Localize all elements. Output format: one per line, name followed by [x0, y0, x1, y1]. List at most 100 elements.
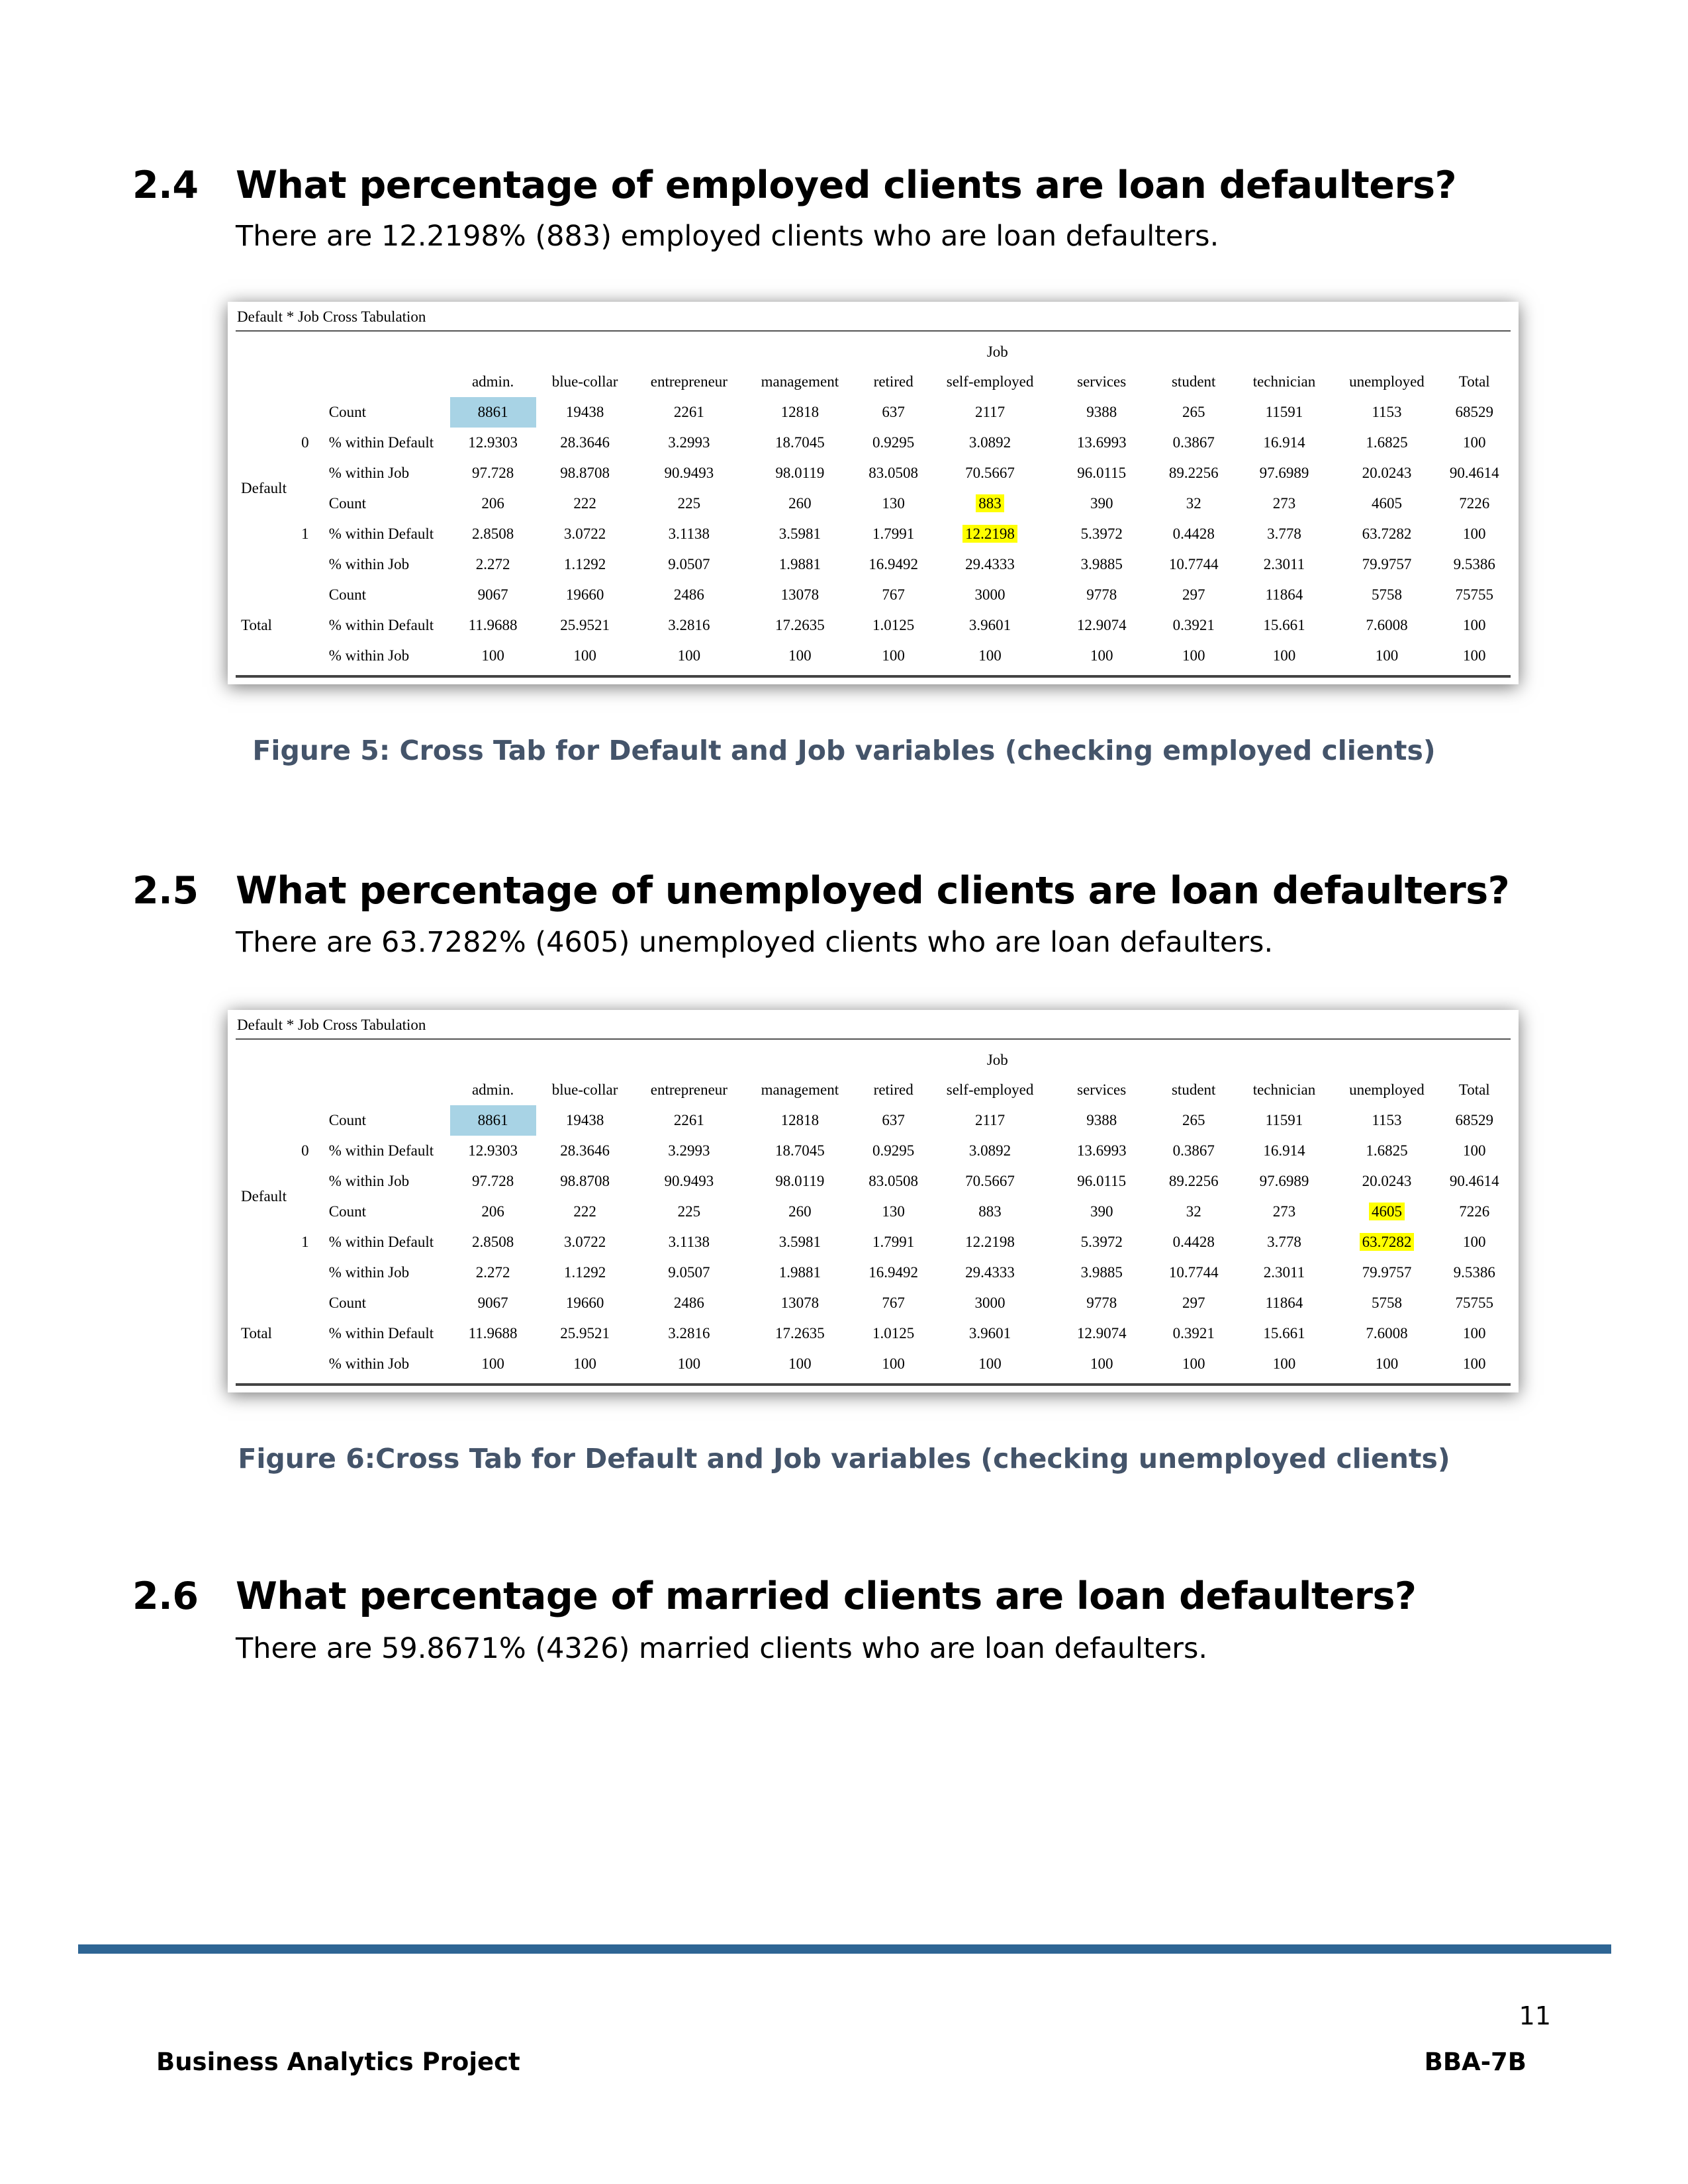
table-cell: 3.5981	[744, 519, 856, 549]
table-cell: 1.6825	[1335, 1136, 1438, 1166]
table-cell: 68529	[1438, 1105, 1511, 1136]
cell-value: 3.0722	[563, 525, 606, 542]
column-header: admin.	[471, 1081, 514, 1098]
table-cell: 273	[1233, 1197, 1335, 1227]
cell-value: 79.9757	[1362, 1264, 1412, 1281]
table-cell: 16.914	[1233, 1136, 1335, 1166]
table-cell: 100	[1438, 641, 1511, 671]
cell-value: 100	[481, 647, 504, 664]
column-header: unemployed	[1349, 1081, 1425, 1098]
cell-value: 16.9492	[868, 1264, 919, 1281]
cell-value: 12818	[780, 1112, 820, 1128]
table-cell: 12818	[744, 397, 856, 428]
cell-value: 16.914	[1263, 434, 1305, 451]
table-cell: 3.0892	[931, 1136, 1049, 1166]
table-cell: 3.0722	[536, 1227, 634, 1257]
table-cell: 2486	[634, 1288, 744, 1318]
cell-value: 1.0125	[872, 617, 915, 633]
default-level-label: 0	[301, 434, 309, 451]
cell-value: 100	[1090, 1355, 1113, 1372]
table-cell: 100	[1438, 1136, 1511, 1166]
table-cell: 97.6989	[1233, 458, 1335, 488]
cell-value: 3.9885	[1080, 556, 1123, 572]
default-level-label: 1	[301, 525, 309, 542]
table-cell: 7226	[1438, 488, 1511, 519]
statistic-label: Count	[328, 586, 366, 603]
cell-value: 11864	[1265, 1295, 1303, 1311]
statistic-label: % within Default	[328, 1234, 434, 1250]
table-cell: 3.9601	[931, 1318, 1049, 1349]
table-cell: 13.6993	[1049, 1136, 1154, 1166]
table-cell: 2.272	[450, 549, 536, 580]
highlighted-value: 63.7282	[1359, 1233, 1415, 1251]
table-cell: 206	[450, 1197, 536, 1227]
cell-value: 19660	[565, 1295, 604, 1311]
table-cell: 9.5386	[1438, 549, 1511, 580]
cell-value: 70.5667	[965, 465, 1015, 481]
table-cell: 3.1138	[634, 519, 744, 549]
cell-value: 2.3011	[1263, 1264, 1305, 1281]
table-cell: 98.8708	[536, 458, 634, 488]
section-heading-2-5: 2.5 What percentage of unemployed clients…	[132, 869, 1510, 913]
table-cell: 16.9492	[856, 1257, 931, 1288]
cell-value: 206	[481, 1203, 504, 1220]
footer-class-code: BBA-7B	[1424, 2048, 1526, 2076]
cell-value: 15.661	[1263, 617, 1305, 633]
table-cell: 1153	[1335, 397, 1438, 428]
table-cell: 2.272	[450, 1257, 536, 1288]
table-cell: 100	[1438, 610, 1511, 641]
cell-value: 98.0119	[775, 465, 825, 481]
statistic-label: % within Job	[328, 556, 410, 572]
table-cell: 9778	[1049, 1288, 1154, 1318]
title-divider	[236, 1038, 1511, 1040]
cell-value: 100	[1375, 1355, 1399, 1372]
column-header: student	[1171, 1081, 1216, 1098]
section-number: 2.6	[132, 1574, 199, 1618]
table-cell: 1.1292	[536, 1257, 634, 1288]
cell-value: 20.0243	[1362, 1173, 1412, 1189]
cell-value: 883	[978, 1203, 1002, 1220]
table-row: % within Job 100 100 100 100 100 100 100 100 100 1…	[236, 1349, 1511, 1379]
column-header: entrepreneur	[650, 373, 727, 390]
table-cell: 2.8508	[450, 1227, 536, 1257]
table-cell: 90.9493	[634, 458, 744, 488]
crosstab-title: Default * Job Cross Tabulation	[237, 1017, 426, 1033]
cell-value: 97.6989	[1259, 465, 1309, 481]
cell-value: 20.0243	[1362, 465, 1412, 481]
table-cell: 883	[931, 1197, 1049, 1227]
table-cell: 11.9688	[450, 1318, 536, 1349]
cell-value: 75755	[1455, 586, 1493, 603]
cell-value: 3.0892	[968, 1142, 1011, 1159]
table-cell: 0.3921	[1154, 610, 1233, 641]
table-cell: 16.9492	[856, 549, 931, 580]
section-question: What percentage of unemployed clients ar…	[236, 869, 1510, 913]
table-cell: 2117	[931, 397, 1049, 428]
page-number: 11	[1519, 2001, 1551, 2030]
table-cell: 7.6008	[1335, 1318, 1438, 1349]
cell-value: 9.0507	[668, 1264, 710, 1281]
default-level-label: 1	[301, 1234, 309, 1250]
cell-value: 32	[1186, 495, 1201, 512]
table-cell: 28.3646	[536, 1136, 634, 1166]
table-cell: 100	[1049, 1349, 1154, 1379]
table-cell: 3.778	[1233, 519, 1335, 549]
cell-value: 5.3972	[1080, 1234, 1123, 1250]
statistic-label: % within Default	[328, 1325, 434, 1342]
column-header: retired	[873, 373, 914, 390]
cell-value: 15.661	[1263, 1325, 1305, 1342]
cell-value: 13.6993	[1076, 434, 1127, 451]
table-cell: 297	[1154, 1288, 1233, 1318]
table-cell: 8861	[449, 397, 536, 428]
cell-value: 390	[1090, 495, 1113, 512]
table-cell: 20.0243	[1335, 1166, 1438, 1197]
cell-value: 273	[1272, 495, 1296, 512]
cell-value: 767	[882, 1295, 905, 1311]
table-cell: 19438	[536, 1105, 634, 1136]
table-cell: 1.9881	[744, 549, 856, 580]
table-cell: 1.1292	[536, 549, 634, 580]
cell-value: 4605	[1371, 495, 1402, 512]
table-cell: 96.0115	[1049, 1166, 1154, 1197]
crosstab-title: Default * Job Cross Tabulation	[237, 308, 426, 325]
cell-value: 10.7744	[1168, 1264, 1219, 1281]
table-cell: 3.9601	[931, 610, 1049, 641]
